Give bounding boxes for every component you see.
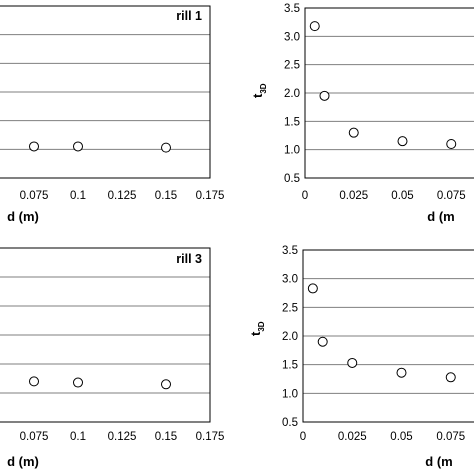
x-tick-label: 0.125	[108, 431, 137, 443]
y-tick-label: 1.5	[282, 360, 298, 372]
y-tick-label: 0.5	[284, 173, 300, 185]
x-tick-label: 0.1	[70, 190, 86, 202]
x-tick-label: 0	[302, 190, 308, 202]
panel-rill-1: 0.075 0.1 0.125 0.15 0.175 d (m) rill 1	[0, 5, 225, 224]
data-point	[347, 357, 358, 368]
x-tick-label: 0.075	[436, 431, 465, 443]
y-tick-label: 2.5	[284, 60, 300, 72]
x-tick-label: 0.1	[70, 431, 86, 443]
plot-frame	[304, 7, 474, 179]
x-tick-label: 0.05	[390, 431, 412, 443]
y-tick-label: 2.0	[284, 88, 300, 100]
data-point	[397, 136, 408, 147]
panel-top-right: 0 0.025 0.05 0.075 0.5 1.0 1.5 2.0 2.5 3.0 3.5 d (m…	[250, 3, 474, 224]
data-point	[396, 367, 407, 378]
y-tick-label: 2.0	[282, 331, 298, 343]
data-point	[307, 283, 318, 294]
y-tick-label: 0.5	[282, 417, 298, 429]
y-tick-label: 1.0	[282, 388, 298, 400]
data-point	[161, 142, 171, 153]
data-point	[319, 90, 330, 101]
x-tick-label: 0.025	[339, 190, 368, 202]
y-tick-label: 3.0	[282, 274, 298, 286]
x-axis-title: d (m)	[7, 454, 39, 469]
x-tick-label: 0.125	[108, 190, 137, 202]
data-point	[29, 376, 39, 387]
x-tick-label: 0.075	[20, 431, 49, 443]
y-tick-label: 2.5	[282, 302, 298, 314]
x-tick-label: 0.025	[338, 431, 367, 443]
data-point	[445, 372, 456, 383]
panel-bottom-right: 0 0.025 0.05 0.075 0.5 1.0 1.5 2.0 2.5 3.0 3.5 d (m…	[248, 245, 474, 469]
data-point	[73, 377, 83, 388]
data-point	[29, 141, 39, 152]
x-tick-label: 0.075	[20, 190, 49, 202]
y-axis-title: t3D	[248, 321, 266, 336]
panel-title: rill 1	[176, 9, 202, 23]
data-point	[73, 141, 83, 152]
data-point	[348, 127, 359, 138]
y-axis-title: t3D	[250, 83, 268, 98]
y-tick-label: 3.5	[284, 3, 300, 15]
x-axis-title: d (m)	[7, 209, 39, 224]
x-tick-label: 0.175	[196, 190, 225, 202]
plot-frame	[302, 249, 474, 423]
x-axis-title: d (m	[425, 454, 452, 469]
x-axis-title: d (m	[427, 209, 454, 224]
x-tick-label: 0.05	[391, 190, 413, 202]
plot-frame	[0, 5, 211, 179]
y-tick-label: 1.5	[284, 116, 300, 128]
data-point	[161, 379, 171, 390]
data-point	[446, 139, 457, 149]
x-tick-label: 0.075	[437, 190, 466, 202]
data-point	[317, 336, 328, 347]
data-point	[309, 21, 320, 32]
panel-rill-3: 0.075 0.1 0.125 0.15 0.175 d (m) rill 3	[0, 247, 225, 469]
y-tick-label: 3.5	[282, 245, 298, 257]
x-tick-label: 0.15	[155, 190, 177, 202]
x-tick-label: 0.15	[155, 431, 177, 443]
x-tick-label: 0	[300, 431, 306, 443]
y-tick-label: 1.0	[284, 145, 300, 157]
y-tick-label: 3.0	[284, 31, 300, 43]
plot-frame	[0, 247, 211, 423]
x-tick-label: 0.175	[196, 431, 225, 443]
panel-title: rill 3	[176, 252, 202, 266]
